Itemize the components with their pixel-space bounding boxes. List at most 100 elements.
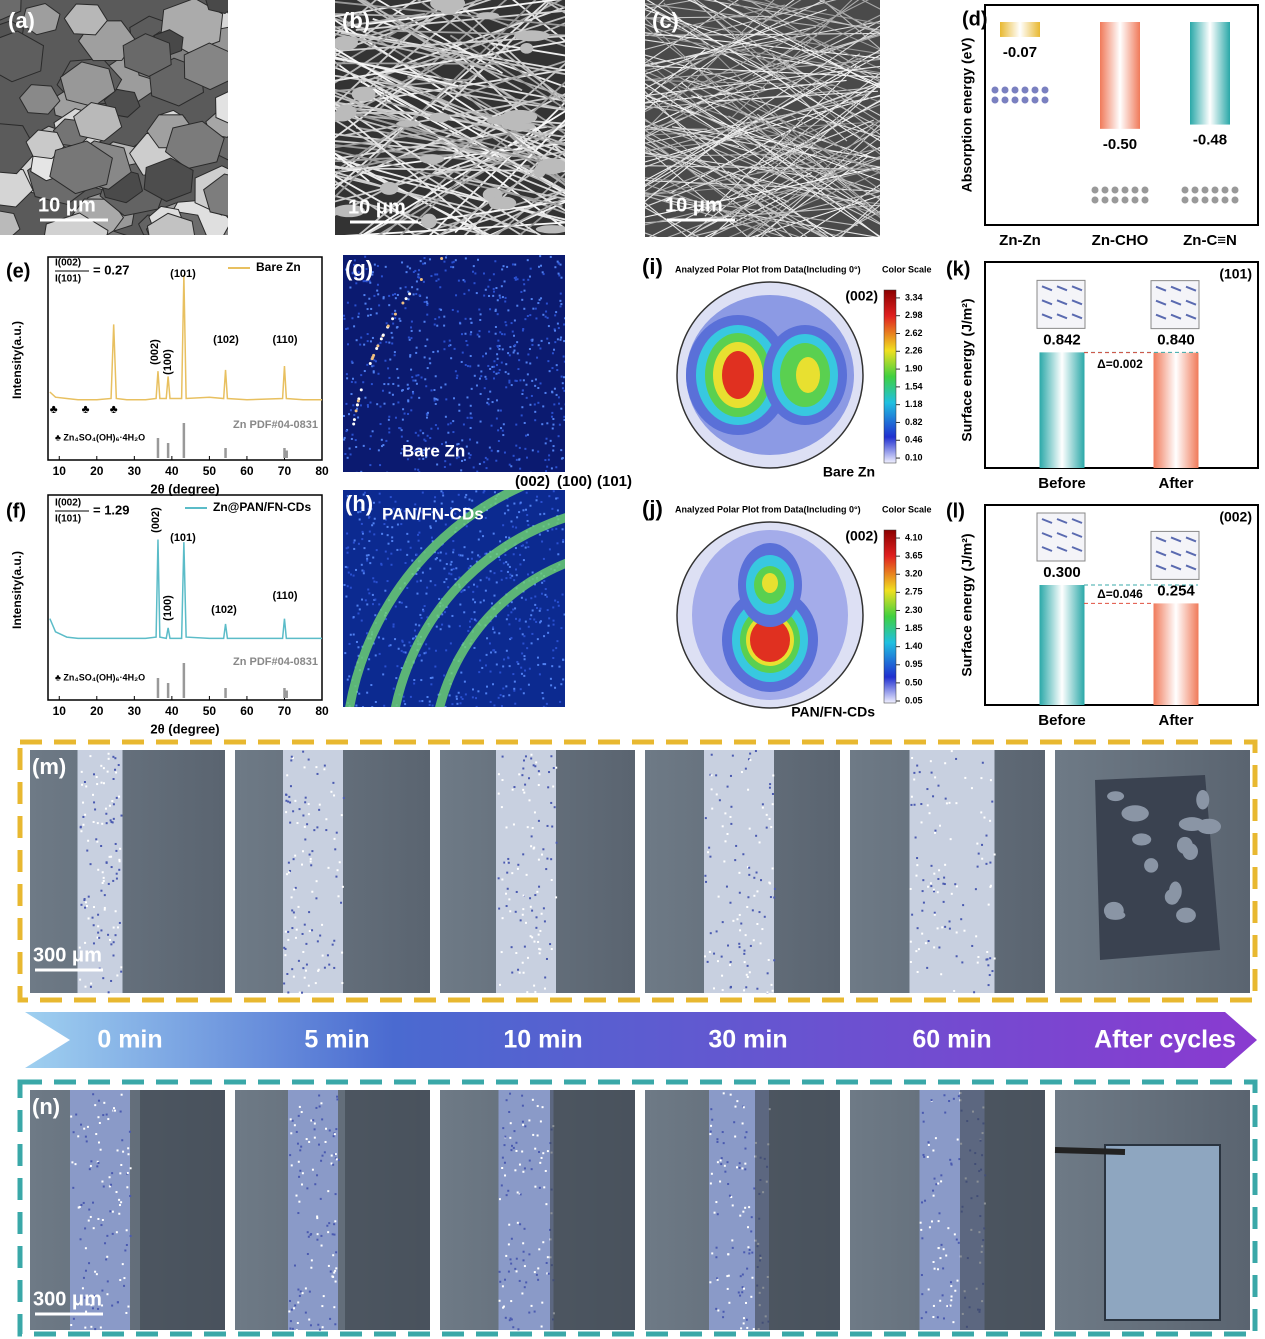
speck	[500, 427, 503, 430]
speck	[550, 415, 553, 418]
speck	[328, 1222, 331, 1225]
speck	[349, 286, 352, 289]
speck	[412, 271, 415, 274]
speck	[555, 841, 558, 844]
panel-label: (j)	[642, 496, 663, 521]
speck	[119, 1172, 122, 1175]
speck	[729, 901, 732, 904]
speck	[769, 882, 772, 885]
speck	[482, 599, 485, 602]
speck	[416, 580, 419, 583]
speck	[738, 946, 741, 949]
speck	[745, 1131, 748, 1134]
speck	[429, 580, 432, 583]
speck	[97, 1307, 100, 1310]
fibre	[335, 47, 484, 139]
fibre	[667, 156, 880, 237]
panel-label: (a)	[8, 8, 35, 33]
speck	[94, 1328, 97, 1331]
speck	[503, 451, 506, 454]
speck	[541, 540, 544, 543]
speck	[333, 1233, 336, 1236]
speck	[531, 571, 534, 574]
speck	[114, 757, 117, 760]
electrode	[283, 750, 343, 993]
atom	[1121, 186, 1129, 194]
speck	[748, 866, 751, 869]
speck	[716, 960, 719, 963]
speck	[101, 822, 104, 825]
speck	[543, 579, 546, 582]
speck	[84, 1326, 87, 1329]
speck	[563, 360, 565, 363]
speck	[436, 273, 439, 276]
speck	[371, 430, 374, 433]
panel-label: (k)	[946, 258, 970, 280]
speck	[519, 379, 522, 382]
speck	[489, 390, 492, 393]
speck	[727, 1274, 730, 1277]
atom-row	[1155, 299, 1167, 306]
speck	[115, 849, 118, 852]
speck	[289, 1154, 292, 1157]
speck	[332, 781, 335, 784]
speck	[517, 1328, 520, 1331]
value-label: 0.840	[1157, 332, 1195, 349]
speck	[548, 342, 551, 345]
speck	[381, 445, 384, 448]
speck	[466, 365, 469, 368]
speck	[531, 909, 534, 912]
speck	[297, 1212, 300, 1215]
speck	[955, 802, 958, 805]
speck	[549, 943, 552, 946]
fibre	[645, 16, 880, 103]
speck	[477, 538, 480, 541]
speck	[404, 703, 407, 706]
speck	[933, 1177, 936, 1180]
speck	[953, 989, 956, 992]
x-tick-label: 50	[203, 464, 217, 478]
fibre	[645, 54, 766, 89]
speck	[311, 1168, 314, 1171]
speck	[546, 609, 549, 612]
speck	[506, 570, 509, 573]
speck	[407, 387, 410, 390]
speck	[358, 608, 361, 611]
flake	[0, 30, 44, 83]
speck	[334, 1280, 337, 1283]
speck	[301, 932, 304, 935]
speck	[344, 452, 347, 455]
plane-label: (101)	[1219, 266, 1252, 282]
speck	[480, 375, 483, 378]
speck	[357, 416, 360, 419]
speck	[425, 651, 428, 654]
speck	[368, 515, 371, 518]
speck	[95, 838, 98, 841]
speck	[552, 423, 555, 426]
speck	[392, 403, 395, 406]
fibre	[335, 171, 536, 234]
speck	[550, 801, 553, 804]
speck	[933, 911, 936, 914]
speck	[528, 1311, 531, 1314]
fibre	[441, 0, 553, 111]
speck	[289, 801, 292, 804]
speck	[914, 836, 917, 839]
speck	[349, 453, 352, 456]
speck	[373, 359, 376, 362]
speck	[544, 442, 547, 445]
speck	[394, 317, 397, 320]
speck	[559, 292, 562, 295]
speck	[722, 1092, 725, 1095]
speck	[104, 1242, 107, 1245]
speck	[562, 355, 565, 358]
speck	[382, 296, 385, 299]
speck	[501, 429, 504, 432]
speck	[72, 1186, 75, 1189]
speck	[78, 1206, 81, 1209]
speck	[498, 907, 501, 910]
atom	[1031, 86, 1039, 94]
fibre	[335, 107, 487, 235]
speck	[380, 275, 383, 278]
speck	[512, 673, 515, 676]
